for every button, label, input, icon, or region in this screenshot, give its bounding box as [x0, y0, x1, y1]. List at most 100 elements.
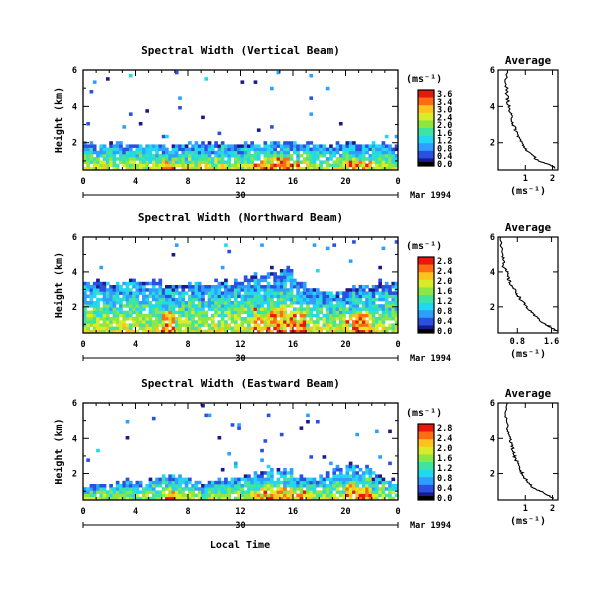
- heatmap-cell: [145, 493, 150, 498]
- heatmap-cell: [315, 484, 320, 488]
- heatmap-cell: [270, 147, 274, 152]
- heatmap-cell: [240, 329, 245, 334]
- heatmap-cell: [342, 297, 346, 302]
- heatmap-cell: [384, 154, 389, 158]
- heatmap-cell: [309, 496, 314, 501]
- heatmap-cell: [125, 323, 130, 327]
- heatmap-cell: [352, 484, 356, 488]
- heatmap-cell: [194, 323, 199, 327]
- heatmap-cell: [394, 329, 399, 334]
- heatmap-cell: [151, 490, 156, 494]
- heatmap-cell: [391, 329, 396, 334]
- heatmap-cell: [256, 291, 261, 295]
- heatmap-cell: [250, 496, 255, 501]
- heatmap-cell: [161, 166, 166, 171]
- heatmap-cell: [191, 323, 195, 327]
- heatmap-cell: [289, 317, 294, 321]
- heatmap-cell: [279, 291, 284, 295]
- heatmap-cell: [115, 490, 120, 494]
- heatmap-cell: [286, 304, 291, 308]
- heatmap-cell: [283, 487, 287, 491]
- heatmap-cell: [256, 329, 261, 334]
- heatmap-cell: [296, 157, 300, 161]
- heatmap-cell: [204, 77, 209, 81]
- heatmap-cell: [358, 310, 363, 315]
- heatmap-cell: [99, 281, 104, 286]
- heatmap-cell: [306, 326, 310, 331]
- heatmap-cell: [237, 166, 241, 171]
- heatmap-cell: [201, 310, 205, 315]
- heatmap-cell: [358, 474, 363, 478]
- heatmap-cell: [102, 144, 107, 148]
- heatmap-cell: [165, 484, 169, 488]
- heatmap-cell: [283, 301, 287, 305]
- heatmap-cell: [375, 150, 379, 155]
- heatmap-cell: [102, 313, 107, 318]
- heatmap-cell: [319, 304, 323, 308]
- heatmap-cell: [96, 285, 100, 289]
- heatmap-cell: [191, 310, 195, 315]
- heatmap-cell: [381, 288, 386, 292]
- heatmap-cell: [151, 416, 156, 421]
- heatmap-cell: [99, 490, 104, 494]
- heatmap-cell: [289, 471, 294, 475]
- heatmap-cell: [174, 157, 179, 161]
- heatmap-cell: [276, 141, 281, 145]
- heatmap-cell: [342, 323, 346, 327]
- heatmap-cell: [371, 144, 376, 148]
- colorbar-tick-label: 1.6: [437, 287, 452, 297]
- heatmap-cell: [191, 329, 195, 334]
- heatmap-cell: [151, 307, 156, 311]
- heatmap-cell: [204, 150, 209, 155]
- heatmap-cell: [293, 141, 297, 145]
- heatmap-cell: [329, 461, 333, 466]
- heatmap-cell: [92, 160, 97, 164]
- heatmap-cell: [174, 147, 179, 152]
- heatmap-cell: [276, 150, 281, 155]
- heatmap-cell: [309, 147, 314, 152]
- heatmap-cell: [109, 160, 113, 164]
- heatmap-cell: [276, 480, 281, 485]
- heatmap-cell: [178, 477, 182, 482]
- heatmap-cell: [302, 480, 307, 485]
- heatmap-cell: [112, 163, 117, 168]
- heatmap-cell: [227, 294, 232, 299]
- heatmap-cell: [96, 326, 100, 331]
- heatmap-cell: [394, 288, 399, 292]
- heatmap-cell: [142, 297, 146, 302]
- heatmap-cell: [319, 317, 323, 321]
- heatmap-cell: [125, 163, 130, 168]
- heatmap-cell: [260, 480, 264, 485]
- heatmap-cell: [309, 112, 314, 116]
- heatmap-cell: [335, 160, 340, 164]
- heatmap-cell: [306, 484, 310, 488]
- heatmap-cell: [296, 310, 300, 315]
- heatmap-cell: [243, 147, 248, 152]
- heatmap-cell: [158, 157, 163, 161]
- heatmap-cell: [329, 317, 333, 321]
- heatmap-cell: [214, 157, 218, 161]
- heatmap-cell: [273, 147, 277, 152]
- heatmap-cell: [161, 160, 166, 164]
- heatmap-cell: [296, 150, 300, 155]
- heatmap-cell: [260, 458, 264, 462]
- heatmap-cell: [92, 329, 97, 334]
- colorbar-swatch: [418, 264, 434, 273]
- heatmap-cell: [148, 288, 153, 292]
- heatmap-cell: [112, 166, 117, 171]
- heatmap-cell: [92, 285, 97, 289]
- heatmap-cell: [217, 496, 222, 501]
- heatmap-cell: [299, 281, 304, 286]
- heatmap-cell: [210, 285, 215, 289]
- x-tick-label: 16: [288, 340, 298, 350]
- heatmap-cell: [352, 490, 356, 494]
- heatmap-cell: [188, 480, 192, 485]
- heatmap-cell: [368, 496, 373, 501]
- heatmap-cell: [345, 154, 350, 158]
- heatmap-cell: [128, 166, 133, 171]
- heatmap-cell: [132, 278, 136, 283]
- heatmap-cell: [83, 160, 87, 164]
- heatmap-cell: [161, 493, 166, 498]
- heatmap-cell: [207, 493, 212, 498]
- heatmap-cell: [125, 291, 130, 295]
